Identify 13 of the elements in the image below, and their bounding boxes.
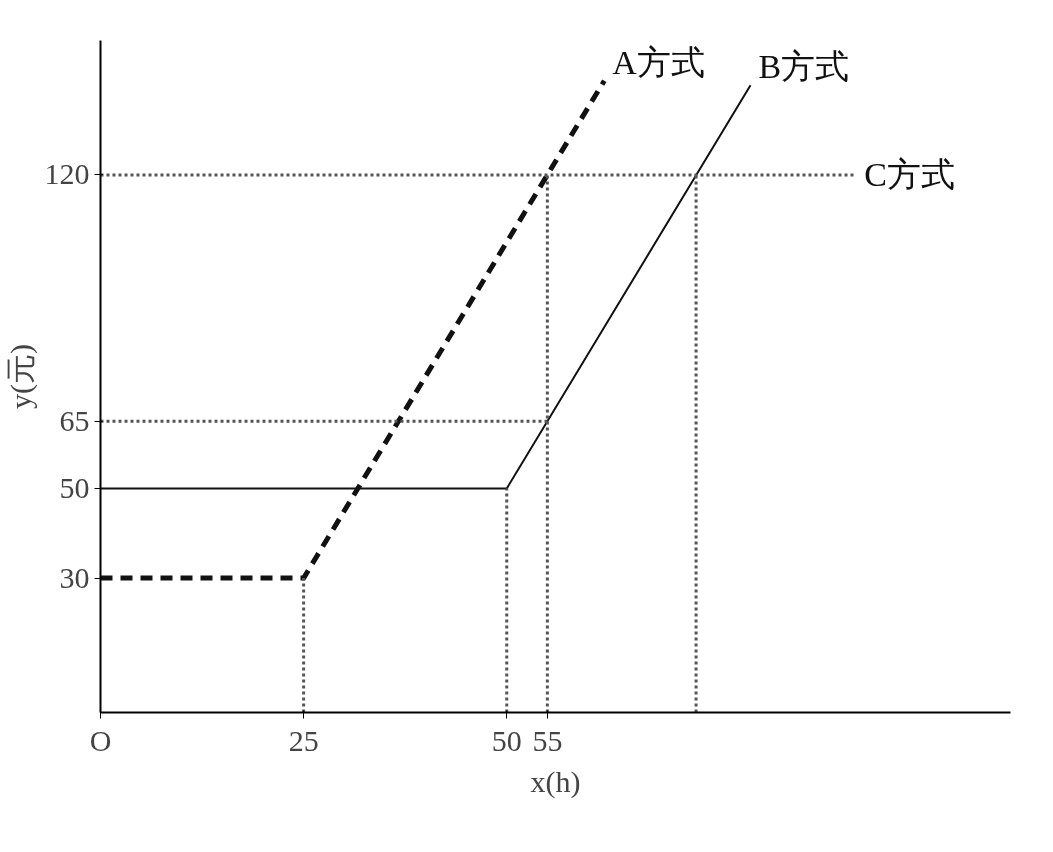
y-tick-label: 30 bbox=[59, 560, 90, 594]
series-label: B方式 bbox=[758, 48, 850, 86]
y-axis-title: y(元) bbox=[3, 344, 38, 409]
series-label: A方式 bbox=[612, 43, 705, 81]
x-tick-label: 25 bbox=[288, 723, 319, 757]
x-tick-label: 50 bbox=[491, 723, 522, 757]
x-axis-title: x(h) bbox=[530, 764, 581, 799]
y-tick-label: 120 bbox=[44, 157, 90, 191]
x-tick-label: 55 bbox=[532, 723, 563, 757]
x-tick-label: O bbox=[89, 723, 112, 757]
series-label: C方式 bbox=[864, 156, 955, 194]
y-tick-label: 50 bbox=[59, 471, 90, 504]
y-tick-label: 65 bbox=[59, 403, 90, 437]
